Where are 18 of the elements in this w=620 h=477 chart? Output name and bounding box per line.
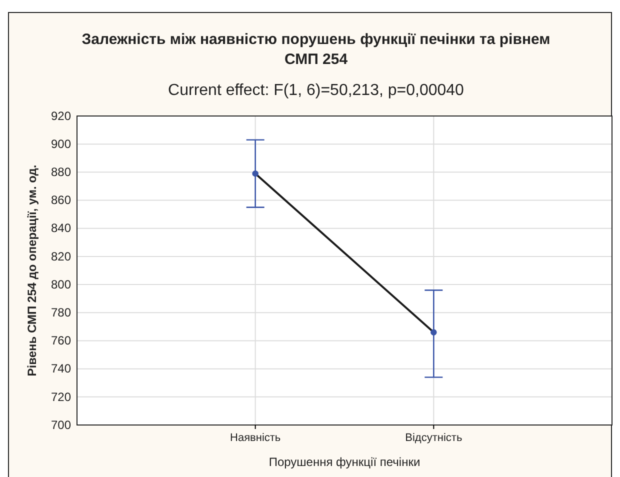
x-tick-label: Відсутність (405, 432, 462, 444)
y-tick-label: 720 (50, 390, 72, 404)
x-tick-label: Наявність (230, 432, 281, 444)
y-tick-label: 920 (50, 108, 72, 123)
y-tick-label: 860 (50, 193, 72, 208)
y-tick-label: 780 (50, 305, 72, 320)
y-tick-label: 800 (50, 277, 72, 292)
y-tick-label: 840 (50, 221, 72, 236)
chart-subtitle: Current effect: F(1, 6)=50,213, p=0,00040 (168, 82, 464, 99)
y-tick-label: 760 (50, 334, 72, 348)
y-tick-label: 700 (50, 418, 72, 432)
chart-title: Залежність між наявністю порушень функції печінки та рівнем СМП 254 (82, 31, 550, 68)
y-tick-label: 740 (50, 362, 72, 376)
y-tick-label: 880 (50, 165, 72, 180)
y-axis-title: Рівень СМП 254 до операції, ум. од. (25, 164, 39, 376)
x-axis-title: Порушення функції печінки (268, 455, 420, 469)
y-tick-label: 820 (50, 249, 72, 264)
y-tick-label: 900 (50, 136, 72, 151)
